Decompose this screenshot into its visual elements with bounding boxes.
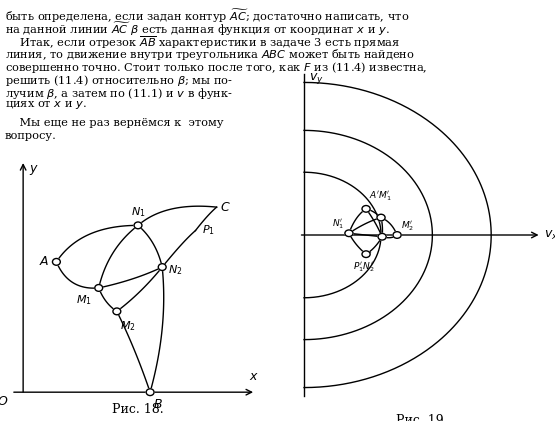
Text: линия, то движение внутри треугольника $ABC$ может быть найдено: линия, то движение внутри треугольника $…: [5, 47, 415, 62]
Text: $v_x$: $v_x$: [543, 229, 555, 242]
Text: $B$: $B$: [153, 398, 163, 411]
Text: $P_1$: $P_1$: [201, 224, 214, 237]
Text: на данной линии $\widetilde{AC}$ $\beta$ есть данная функция от координат $x$ и : на данной линии $\widetilde{AC}$ $\beta$…: [5, 21, 390, 38]
Circle shape: [158, 264, 166, 270]
Text: Итак, если отрезок $\overline{AB}$ характеристики в задаче 3 есть прямая: Итак, если отрезок $\overline{AB}$ харак…: [5, 34, 400, 51]
Circle shape: [113, 308, 121, 315]
Text: $v_y$: $v_y$: [309, 71, 324, 86]
Text: $x$: $x$: [249, 370, 259, 383]
Text: $N_2$: $N_2$: [168, 263, 183, 277]
Text: $y$: $y$: [29, 163, 39, 177]
Text: лучим $\beta$, а затем по (11.1) и $v$ в функ-: лучим $\beta$, а затем по (11.1) и $v$ в…: [5, 86, 233, 101]
Text: $O$: $O$: [0, 395, 8, 408]
Text: $A$: $A$: [39, 256, 49, 268]
Circle shape: [362, 205, 370, 212]
Text: Рис. 19.: Рис. 19.: [396, 414, 447, 421]
Circle shape: [362, 251, 370, 258]
Text: $M_1$: $M_1$: [75, 293, 92, 307]
Text: $M_2$: $M_2$: [120, 319, 135, 333]
Text: $N_1'$: $N_1'$: [332, 217, 345, 231]
Circle shape: [146, 389, 154, 396]
Text: совершенно точно. Стоит только после того, как $F$ из (11.4) известна,: совершенно точно. Стоит только после тог…: [5, 60, 427, 75]
Circle shape: [345, 230, 353, 237]
Text: Мы еще не раз вернёмся к  этому: Мы еще не раз вернёмся к этому: [5, 118, 224, 128]
Text: циях от $x$ и $y$.: циях от $x$ и $y$.: [5, 99, 87, 111]
Circle shape: [393, 232, 401, 238]
Text: $M_2'$: $M_2'$: [401, 220, 415, 233]
Circle shape: [377, 214, 385, 221]
Text: $A'M_1'$: $A'M_1'$: [369, 189, 392, 203]
Text: $N_1$: $N_1$: [131, 205, 145, 219]
Circle shape: [95, 285, 103, 291]
Text: Рис. 18.: Рис. 18.: [112, 402, 164, 416]
Circle shape: [53, 258, 60, 265]
Text: вопросу.: вопросу.: [5, 131, 57, 141]
Circle shape: [378, 233, 386, 240]
Text: $P_1'N_2'$: $P_1'N_2'$: [353, 260, 375, 274]
Circle shape: [134, 222, 142, 229]
Text: $C$: $C$: [220, 201, 231, 213]
Text: быть определена, если задан контур $\widetilde{AC}$; достаточно написать, что: быть определена, если задан контур $\wid…: [5, 8, 410, 25]
Text: решить (11.4) относительно $\beta$; мы по-: решить (11.4) относительно $\beta$; мы п…: [5, 73, 233, 88]
